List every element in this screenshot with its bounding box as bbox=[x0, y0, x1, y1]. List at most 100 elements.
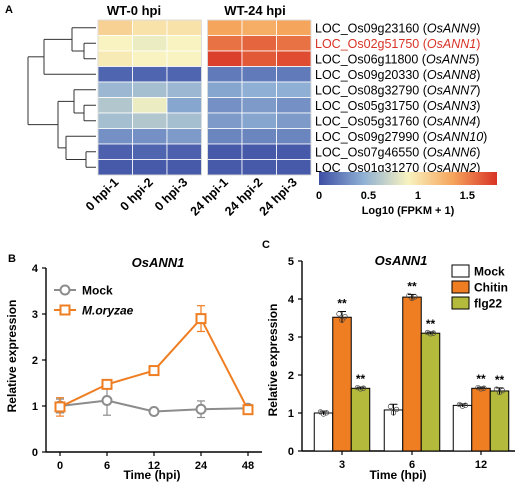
x-tick-label: 24 bbox=[195, 460, 208, 472]
legend-label: Mock bbox=[82, 284, 113, 298]
replicate-point bbox=[478, 386, 484, 392]
bar-mock bbox=[383, 409, 404, 452]
heatmap-cell bbox=[276, 159, 312, 176]
significance-mark: ** bbox=[337, 297, 347, 311]
legend-label: M.oryzae bbox=[82, 304, 134, 318]
row-gene-close: ) bbox=[475, 52, 479, 66]
row-locus: LOC_Os07g46550 ( bbox=[315, 145, 428, 159]
row-gene-close: ) bbox=[483, 130, 487, 144]
panel-letter-c: C bbox=[262, 239, 270, 251]
row-gene: OsANN2 bbox=[427, 161, 476, 175]
heatmap-cell bbox=[97, 19, 133, 36]
bar-chitin bbox=[332, 316, 352, 452]
line-chart-x-label: Time (hpi) bbox=[123, 468, 180, 482]
heatmap-cell bbox=[276, 19, 312, 36]
row-gene-close: ) bbox=[476, 37, 480, 51]
significance-mark: ** bbox=[426, 317, 436, 331]
row-locus: LOC_Os09g20330 ( bbox=[315, 68, 428, 82]
heatmap-cell bbox=[276, 143, 312, 160]
replicate-point bbox=[424, 329, 431, 336]
panel-letter-a: A bbox=[5, 4, 13, 16]
replicate-point bbox=[336, 311, 342, 317]
bar-chart-y-label: Relative expression bbox=[266, 304, 280, 417]
heatmap-column-label: 0 hpi-3 bbox=[152, 175, 190, 213]
y-tick-label: 0 bbox=[32, 447, 38, 459]
heatmap-cell bbox=[97, 128, 133, 145]
row-gene: OsANN6 bbox=[427, 145, 476, 159]
line-chart-y-label: Relative expression bbox=[5, 300, 19, 413]
legend-label: Mock bbox=[474, 265, 505, 279]
panel-letter-b: B bbox=[8, 253, 16, 265]
replicate-point bbox=[462, 402, 469, 408]
colorbar-tick-label: 1.5 bbox=[460, 190, 475, 202]
series-line-m-oryzae bbox=[59, 316, 249, 411]
heatmap-cell bbox=[132, 81, 168, 98]
heatmap-cell bbox=[97, 35, 133, 52]
x-tick-label: 12 bbox=[148, 460, 160, 472]
heatmap-cell bbox=[241, 66, 277, 83]
heatmap-cell bbox=[166, 128, 202, 145]
colorbar-tick-label: 1 bbox=[415, 190, 421, 202]
heatmap-group-frame bbox=[97, 19, 202, 176]
heatmap-cell bbox=[207, 35, 243, 52]
heatmap-group-header-1: WT-24 hpi bbox=[224, 3, 285, 18]
bar-flg22 bbox=[489, 390, 510, 452]
heatmap-cell bbox=[166, 50, 202, 67]
heatmap-cell bbox=[132, 159, 168, 176]
heatmap-cell bbox=[207, 128, 243, 145]
heatmap-cell bbox=[207, 50, 243, 67]
row-locus: LOC_Os05g31750 ( bbox=[315, 99, 428, 113]
heatmap-cell bbox=[241, 35, 277, 52]
row-gene-close: ) bbox=[476, 83, 480, 97]
replicate-point bbox=[496, 389, 503, 396]
replicate-point bbox=[354, 384, 361, 391]
heatmap-column-label: 0 hpi-2 bbox=[117, 175, 155, 213]
significance-mark: ** bbox=[356, 372, 366, 386]
replicate-point bbox=[475, 384, 481, 391]
heatmap-row-label: LOC_Os07g46550 (OsANN6) bbox=[315, 145, 480, 159]
heatmap-cell bbox=[276, 50, 312, 67]
replicate-point bbox=[390, 410, 397, 416]
row-gene-close: ) bbox=[476, 161, 480, 175]
data-point-m-oryzae bbox=[148, 365, 160, 377]
x-tick-label: 12 bbox=[475, 459, 487, 471]
heatmap-cell bbox=[97, 66, 133, 83]
heatmap-cell bbox=[207, 143, 243, 160]
y-tick-label: 1 bbox=[32, 401, 38, 413]
line-chart-title: OsANN1 bbox=[132, 255, 185, 270]
y-tick-label: 2 bbox=[288, 370, 294, 382]
significance-mark: ** bbox=[407, 279, 417, 293]
heatmap-cell bbox=[166, 66, 202, 83]
row-gene: OsANN10 bbox=[427, 130, 483, 144]
heatmap-cell bbox=[166, 112, 202, 129]
heatmap-cell bbox=[241, 143, 277, 160]
heatmap-cell bbox=[132, 97, 168, 114]
heatmap-cell bbox=[132, 35, 168, 52]
x-tick-label: 6 bbox=[104, 460, 110, 472]
replicate-point bbox=[342, 314, 348, 320]
y-tick-label: 2 bbox=[32, 355, 38, 367]
row-gene-close: ) bbox=[476, 21, 480, 35]
heatmap-row-label: LOC_Os09g27990 (OsANN10) bbox=[315, 130, 487, 144]
y-tick-label: 3 bbox=[288, 332, 294, 344]
replicate-point bbox=[430, 330, 437, 336]
bar-flg22 bbox=[420, 332, 441, 452]
heatmap-row-label: LOC_Os05g31750 (OsANN3) bbox=[315, 99, 480, 113]
significance-mark: ** bbox=[476, 372, 486, 386]
replicate-point bbox=[427, 331, 434, 337]
replicate-point bbox=[481, 385, 487, 391]
heatmap-column-label: 24 hpi-3 bbox=[257, 175, 300, 218]
replicate-point bbox=[499, 388, 506, 394]
row-locus: LOC_Os01g31270 ( bbox=[315, 161, 428, 175]
legend-swatch-flg22 bbox=[451, 296, 470, 310]
heatmap-cell bbox=[276, 35, 312, 52]
replicate-point bbox=[339, 317, 345, 323]
legend-swatch-chitin bbox=[451, 280, 470, 294]
heatmap-cell bbox=[207, 66, 243, 83]
heatmap-colorbar: 0 0.5 1 1.5 Log10 (FPKM + 1) bbox=[316, 172, 497, 217]
heatmap-cell bbox=[97, 50, 133, 67]
replicate-point bbox=[493, 386, 500, 392]
heatmap-cell bbox=[207, 112, 243, 129]
